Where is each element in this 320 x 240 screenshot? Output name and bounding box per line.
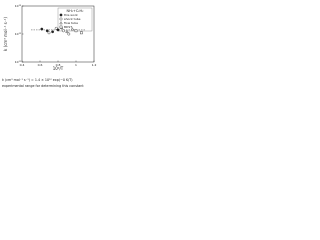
marker <box>62 29 65 33</box>
caption: experimental range for determining this … <box>2 84 84 88</box>
legend-label: this work <box>64 13 78 17</box>
marker <box>45 29 49 33</box>
x-tick-label: 1 <box>75 63 77 67</box>
x-axis-label: 10⁴/T <box>53 66 64 71</box>
x-tick-label: 1.2 <box>92 63 97 67</box>
y-axis-label: k (cm³ mol⁻¹ s⁻¹) <box>3 17 8 51</box>
x-tick-label: 0.8 <box>56 63 61 67</box>
legend-label: shock tube <box>64 17 81 21</box>
marker <box>65 29 69 33</box>
marker <box>47 31 51 35</box>
x-tick-label: 0.4 <box>20 63 25 67</box>
legend-label: BDST <box>64 25 72 29</box>
marker <box>54 26 58 30</box>
marker <box>56 28 60 32</box>
legend-marker <box>59 21 63 25</box>
legend-marker <box>59 13 63 17</box>
marker <box>70 27 75 31</box>
chart: k (cm³ mol⁻¹ s⁻¹) 10⁴/T NH₂+C₂H₂ k (cm³ … <box>2 4 97 88</box>
legend-marker <box>59 25 63 29</box>
marker <box>67 32 71 36</box>
x-tick-label: 0.6 <box>38 63 43 67</box>
caption: k (cm³ mol⁻¹ s⁻¹) = 1.4 × 10¹² exp(−0 K/… <box>2 78 73 82</box>
y-tick-label: 10¹¹ <box>15 60 22 64</box>
marker <box>74 29 78 33</box>
y-tick-label: 10¹³ <box>15 4 22 8</box>
marker <box>80 31 83 35</box>
legend-label: flow tube <box>64 21 78 25</box>
marker <box>40 27 44 31</box>
page: k (cm³ mol⁻¹ s⁻¹) 10⁴/T NH₂+C₂H₂ k (cm³ … <box>0 0 320 100</box>
legend-marker <box>59 17 63 21</box>
legend-title: NH₂+C₂H₂ <box>67 9 85 13</box>
y-tick-label: 10¹² <box>15 32 22 36</box>
marker <box>51 30 54 34</box>
